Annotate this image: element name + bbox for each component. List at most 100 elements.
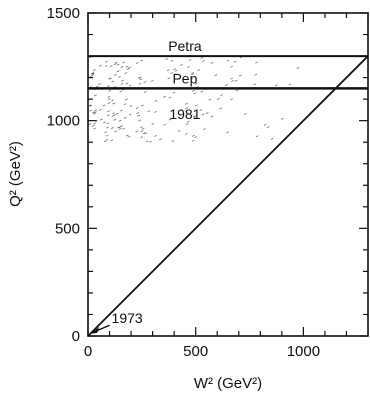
stipple-mark	[107, 98, 111, 100]
stipple-mark	[117, 126, 121, 129]
stipple-mark	[159, 138, 162, 141]
stipple-mark	[103, 140, 107, 143]
y-tick-label: 500	[55, 220, 80, 237]
stipple-mark	[200, 90, 204, 93]
stipple-mark	[94, 111, 97, 114]
stipple-mark	[113, 118, 117, 121]
stipple-mark	[225, 84, 228, 87]
stipple-mark	[171, 140, 175, 142]
stipple-mark	[230, 77, 234, 80]
stipple-mark	[92, 111, 95, 114]
stipple-mark	[170, 72, 174, 75]
stipple-mark	[263, 123, 267, 126]
stipple-mark	[243, 113, 247, 116]
stipple-mark	[102, 104, 106, 107]
stipple-mark	[98, 108, 102, 111]
stipple-mark	[201, 113, 205, 116]
x-tick-label: 500	[183, 343, 208, 360]
stipple-mark	[210, 61, 214, 64]
stipple-mark	[205, 112, 209, 115]
stipple-mark	[191, 89, 195, 92]
stipple-mark	[194, 104, 198, 107]
series-line	[88, 55, 368, 336]
stipple-mark	[296, 67, 300, 69]
plot-frame	[87, 12, 369, 337]
stipple-mark	[238, 74, 242, 77]
stipple-mark	[121, 79, 124, 82]
stipple-mark	[138, 82, 142, 85]
stipple-mark	[163, 95, 167, 98]
stipple-mark	[129, 105, 133, 108]
stipple-mark	[142, 132, 146, 135]
stipple-mark	[184, 132, 188, 135]
stipple-mark	[255, 61, 258, 64]
stipple-mark	[166, 69, 170, 72]
stipple-mark	[91, 124, 95, 127]
stipple-mark	[235, 89, 239, 92]
stipple-mark	[231, 79, 235, 82]
stipple-mark	[197, 69, 201, 72]
stipple-mark	[191, 139, 195, 142]
y-axis-label: Q² (GeV²)	[7, 141, 24, 207]
stipple-mark	[112, 102, 116, 105]
stipple-mark	[254, 73, 258, 76]
stipple-mark	[94, 94, 97, 97]
stipple-mark	[120, 66, 124, 69]
shaded-region	[88, 55, 300, 143]
stipple-mark	[124, 72, 128, 75]
labels-layer: 0 500 1000 0 500 1000 1500 Petra Pep 1981 1973	[47, 5, 320, 360]
stipple-mark	[140, 136, 144, 139]
stipple-mark	[150, 79, 154, 82]
stipple-mark	[145, 140, 149, 143]
stipple-mark	[184, 107, 188, 110]
stipple-mark	[266, 126, 270, 129]
stipple-mark	[99, 64, 102, 67]
stipple-mark	[104, 60, 108, 63]
stipple-mark	[202, 128, 206, 131]
stipple-mark	[194, 136, 198, 139]
stipple-mark	[118, 119, 122, 122]
stipple-mark	[111, 80, 115, 83]
stipple-mark	[100, 118, 103, 121]
stipple-mark	[128, 66, 131, 69]
stipple-mark	[93, 127, 96, 130]
stipple-mark	[120, 125, 123, 128]
annotation-arrowhead	[90, 326, 100, 334]
stipple-mark	[111, 114, 115, 117]
stipple-mark	[136, 112, 140, 114]
stipple-mark	[230, 65, 233, 68]
stipple-mark	[220, 94, 223, 97]
stipple-mark	[280, 117, 284, 120]
stipple-mark	[93, 112, 96, 115]
stipple-mark	[88, 123, 92, 126]
hline-label-petra: Petra	[168, 38, 202, 54]
stipple-mark	[91, 72, 95, 75]
y-tick-label: 1500	[47, 5, 80, 22]
stipple-mark	[114, 130, 118, 133]
stipple-mark	[89, 109, 93, 112]
stipple-mark	[208, 98, 212, 101]
stipple-mark	[191, 134, 195, 137]
stipple-mark	[128, 113, 132, 116]
stipple-mark	[105, 138, 109, 141]
stipple-mark	[193, 115, 196, 118]
stipple-mark	[103, 121, 107, 124]
stipple-mark	[92, 69, 96, 71]
stipple-mark	[185, 123, 189, 126]
stipple-mark	[163, 123, 167, 126]
stipple-mark	[230, 98, 234, 101]
stipple-mark	[214, 74, 218, 77]
stipple-mark	[117, 75, 121, 78]
stipple-mark	[120, 82, 124, 85]
stipple-mark	[143, 91, 147, 94]
stipple-mark	[108, 77, 112, 80]
stipple-mark	[177, 78, 181, 80]
stipple-mark	[270, 137, 274, 140]
stipple-mark	[148, 140, 152, 143]
stipple-mark	[144, 132, 148, 135]
stipple-mark	[119, 109, 123, 112]
stipple-mark	[91, 74, 95, 77]
stipple-mark	[118, 127, 122, 130]
stipple-mark	[199, 109, 203, 111]
stipple-mark	[172, 91, 176, 94]
